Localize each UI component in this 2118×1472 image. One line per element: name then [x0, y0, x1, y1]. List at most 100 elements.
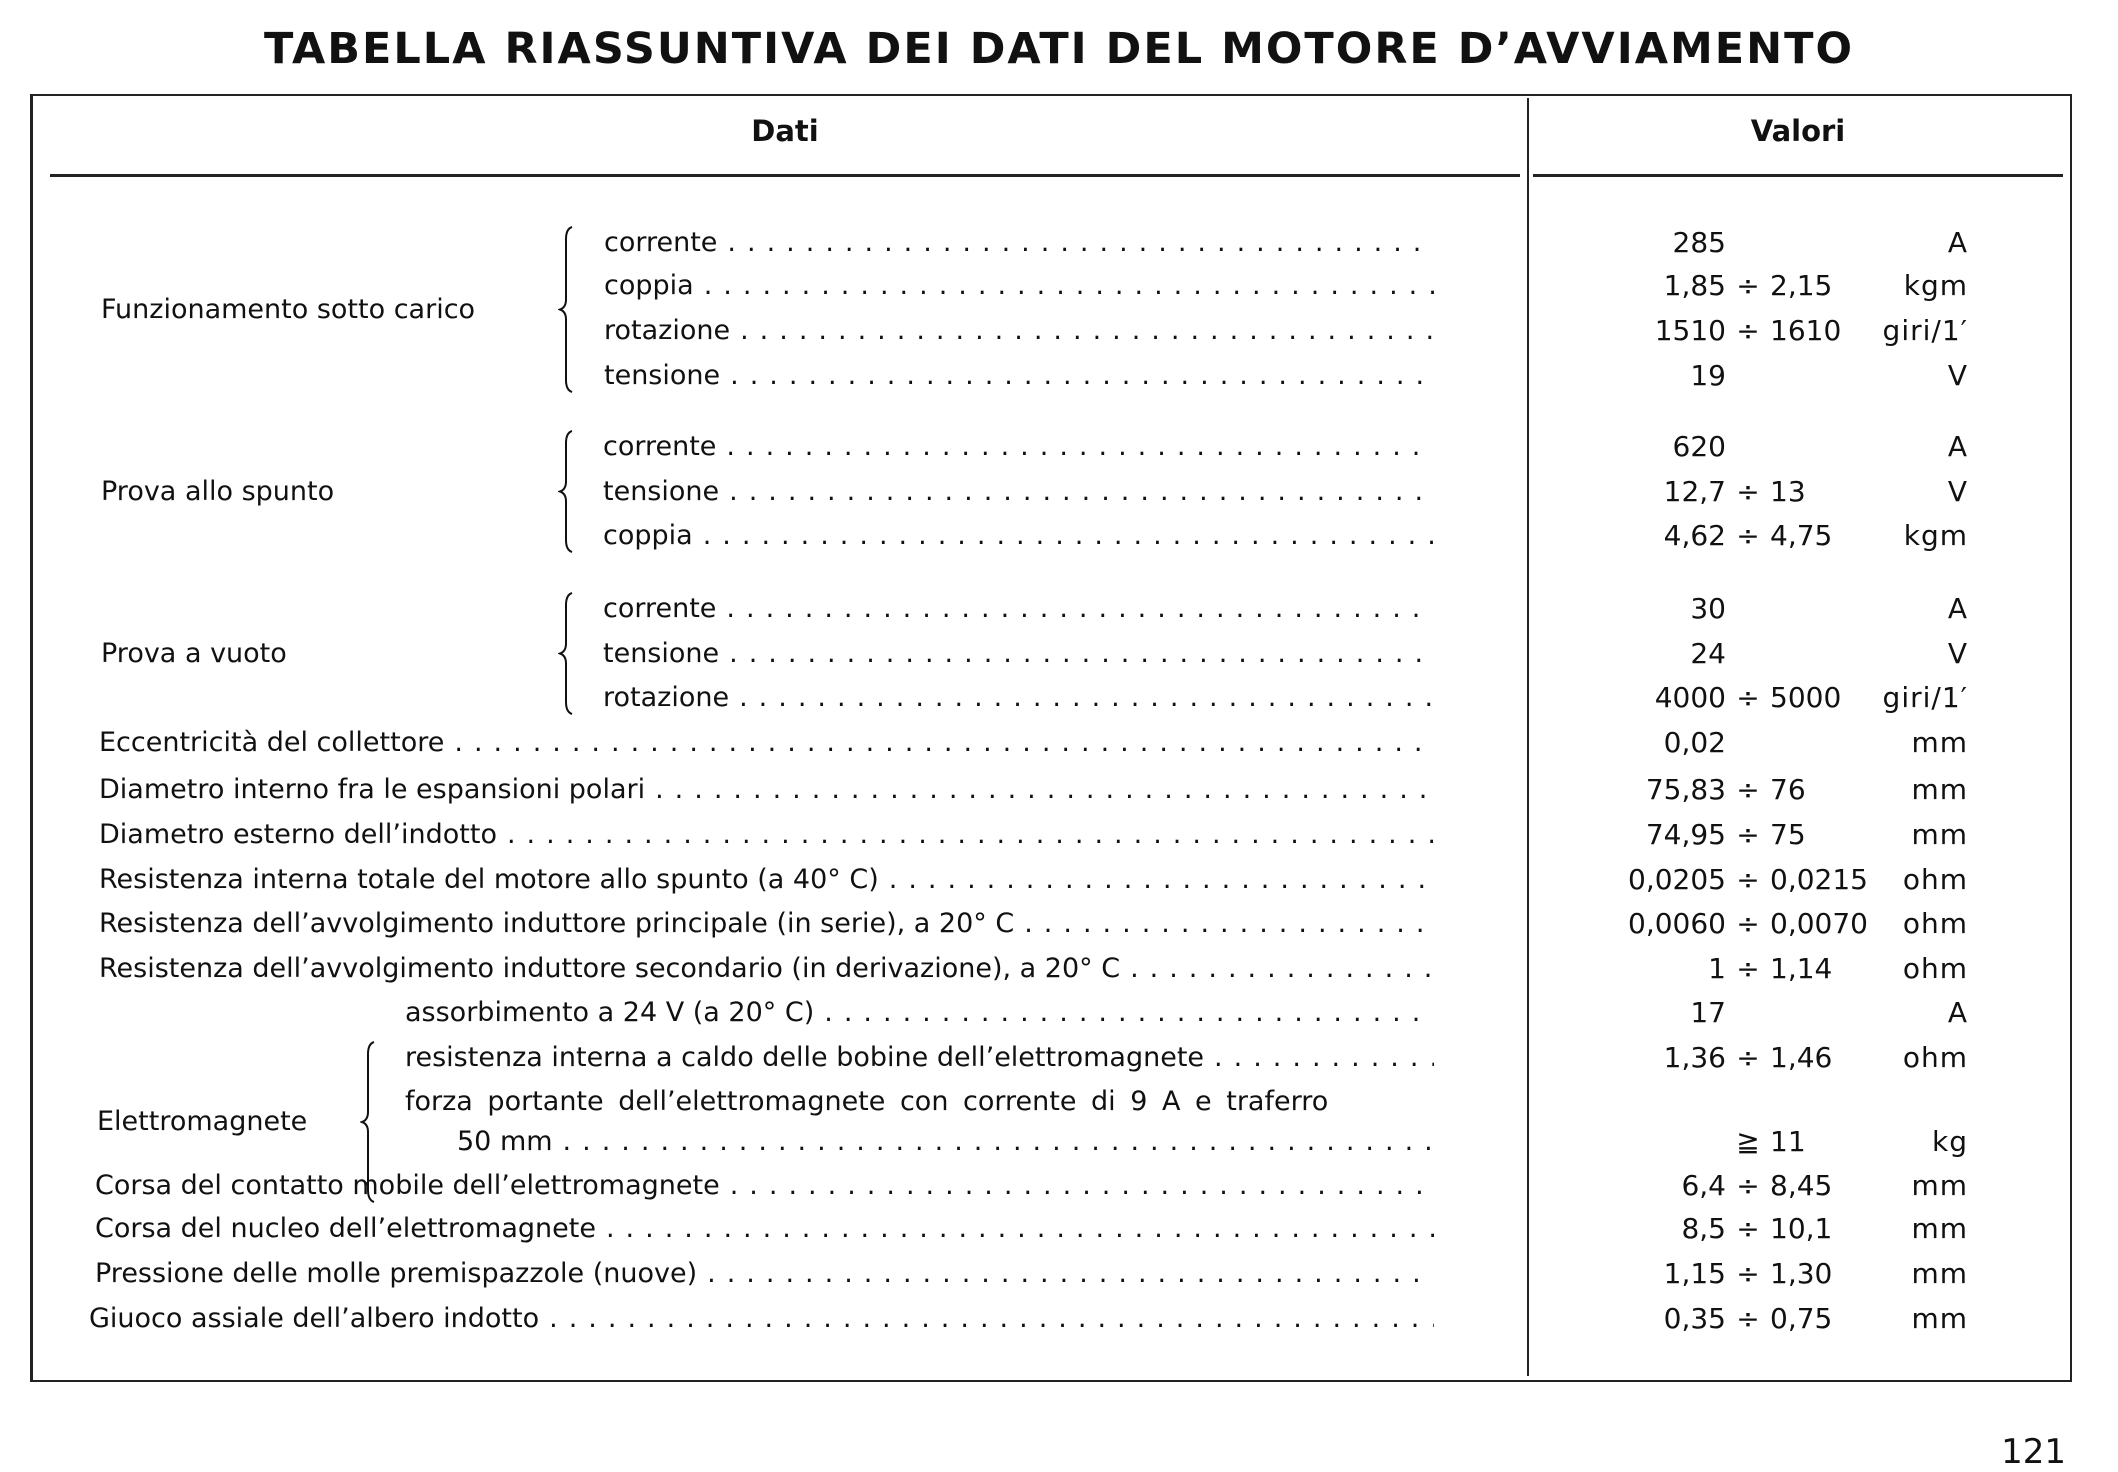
- dot-leader: ........................................…: [1130, 953, 1434, 984]
- value-low: 620: [1672, 430, 1726, 463]
- value-high: 1,30: [1770, 1257, 1833, 1290]
- unit-label: kg: [1932, 1125, 1968, 1158]
- range-sign: ÷: [1736, 1212, 1760, 1245]
- value-high: 76: [1770, 773, 1806, 806]
- page-number: 121: [2001, 1432, 2066, 1472]
- row-label: Diametro esterno dell’indotto: [99, 819, 497, 850]
- dot-leader: ........................................…: [454, 727, 1434, 758]
- value-low: 1,15: [1663, 1257, 1726, 1290]
- unit-label: mm: [1911, 1212, 1968, 1245]
- table-row: tensione................................…: [603, 636, 1434, 672]
- dot-leader: ........................................…: [703, 270, 1434, 301]
- unit-label: ohm: [1902, 1041, 1968, 1074]
- table-row: corrente................................…: [603, 591, 1434, 627]
- table-row: forza portante dell’elettromagnete con c…: [405, 1084, 1446, 1120]
- value-low: 1510: [1654, 314, 1726, 347]
- value-low: 75,83: [1645, 773, 1726, 806]
- unit-label: V: [1947, 475, 1968, 508]
- dot-leader: ........................................…: [605, 1213, 1434, 1244]
- table-row: assorbimento a 24 V (a 20° C)...........…: [405, 995, 1434, 1031]
- dot-leader: ........................................…: [1024, 908, 1434, 939]
- row-label: tensione: [603, 638, 720, 669]
- value-low: 1: [1708, 952, 1726, 985]
- header-rule-valori: [1533, 174, 2063, 177]
- table-row: Corsa del nucleo dell’elettromagnete....…: [95, 1211, 1434, 1247]
- value-high: 13: [1770, 475, 1806, 508]
- table-row: coppia..................................…: [603, 518, 1434, 554]
- row-label: resistenza interna a caldo delle bobine …: [405, 1042, 1205, 1073]
- value-high: 11: [1770, 1125, 1806, 1158]
- unit-label: mm: [1911, 1257, 1968, 1290]
- unit-label: mm: [1911, 726, 1968, 759]
- unit-label: giri/1′: [1882, 314, 1968, 347]
- row-label: tensione: [603, 476, 720, 507]
- value-low: 1,36: [1663, 1041, 1726, 1074]
- dot-leader: ........................................…: [729, 476, 1434, 507]
- column-header-valori: Valori: [1750, 114, 1846, 148]
- value-low: 0,0205: [1628, 863, 1726, 896]
- range-sign: ÷: [1736, 863, 1760, 896]
- value-low: 4,62: [1663, 519, 1726, 552]
- group-label: Prova allo spunto: [101, 475, 335, 507]
- column-divider: [1527, 98, 1529, 1376]
- row-label: Giuoco assiale dell’albero indotto: [89, 1303, 540, 1334]
- range-sign: ÷: [1736, 519, 1760, 552]
- row-label: tensione: [604, 360, 721, 391]
- range-sign: ÷: [1736, 475, 1760, 508]
- row-label: Resistenza interna totale del motore all…: [99, 864, 879, 895]
- row-label: Resistenza dell’avvolgimento induttore s…: [99, 953, 1121, 984]
- value-high: 75: [1770, 818, 1806, 851]
- value-high: 1,14: [1770, 952, 1833, 985]
- dot-leader: ........................................…: [726, 593, 1434, 624]
- row-label: rotazione: [603, 682, 730, 713]
- table-row: rotazione...............................…: [604, 313, 1434, 349]
- value-low: 0,0060: [1628, 907, 1726, 940]
- table-row: tensione................................…: [604, 358, 1434, 394]
- table-row: Pressione delle molle premispazzole (nuo…: [95, 1256, 1434, 1292]
- table-row: resistenza interna a caldo delle bobine …: [405, 1040, 1434, 1076]
- dot-leader: ........................................…: [730, 360, 1434, 391]
- table-row: Corsa del contatto mobile dell’elettroma…: [95, 1168, 1434, 1204]
- value-low: 6,4: [1681, 1169, 1726, 1202]
- value-low: 19: [1690, 359, 1726, 392]
- value-low: 285: [1672, 226, 1726, 259]
- value-high: 8,45: [1770, 1169, 1833, 1202]
- group-label: Elettromagnete: [97, 1106, 308, 1137]
- dot-leader: ........................................…: [562, 1126, 1434, 1157]
- unit-label: ohm: [1902, 952, 1968, 985]
- unit-label: kgm: [1903, 269, 1968, 302]
- greater-equal-sign: ≧: [1736, 1125, 1760, 1158]
- unit-label: A: [1947, 430, 1968, 463]
- dot-leader: ........................................…: [739, 682, 1434, 713]
- row-label: coppia: [603, 520, 693, 551]
- value-low: 1,85: [1663, 269, 1726, 302]
- header-rule-dati: [50, 174, 1520, 177]
- dot-leader: ........................................…: [506, 819, 1434, 850]
- table-row: corrente................................…: [603, 429, 1434, 465]
- value-high: 2,15: [1770, 269, 1833, 302]
- unit-label: kgm: [1903, 519, 1968, 552]
- unit-label: ohm: [1902, 907, 1968, 940]
- dot-leader: ........................................…: [726, 431, 1434, 462]
- row-label: forza portante dell’elettromagnete con c…: [405, 1086, 1329, 1117]
- dot-leader: ........................................…: [729, 638, 1434, 669]
- row-label: corrente: [603, 431, 717, 462]
- row-label: assorbimento a 24 V (a 20° C): [405, 997, 815, 1028]
- unit-label: mm: [1911, 818, 1968, 851]
- range-sign: ÷: [1736, 1302, 1760, 1335]
- row-label: Eccentricità del collettore: [99, 727, 445, 758]
- unit-label: mm: [1911, 1169, 1968, 1202]
- table-row: Eccentricità del collettore.............…: [99, 725, 1434, 761]
- range-sign: ÷: [1736, 1041, 1760, 1074]
- unit-label: V: [1947, 359, 1968, 392]
- group-label: Prova a vuoto: [101, 637, 287, 669]
- range-sign: ÷: [1736, 907, 1760, 940]
- table-row: corrente................................…: [604, 225, 1434, 261]
- row-label: corrente: [604, 227, 718, 258]
- table-row: rotazione...............................…: [603, 680, 1434, 716]
- unit-label: ohm: [1902, 863, 1968, 896]
- range-sign: ÷: [1736, 269, 1760, 302]
- unit-label: mm: [1911, 773, 1968, 806]
- value-high: 1610: [1770, 314, 1842, 347]
- row-label: corrente: [603, 593, 717, 624]
